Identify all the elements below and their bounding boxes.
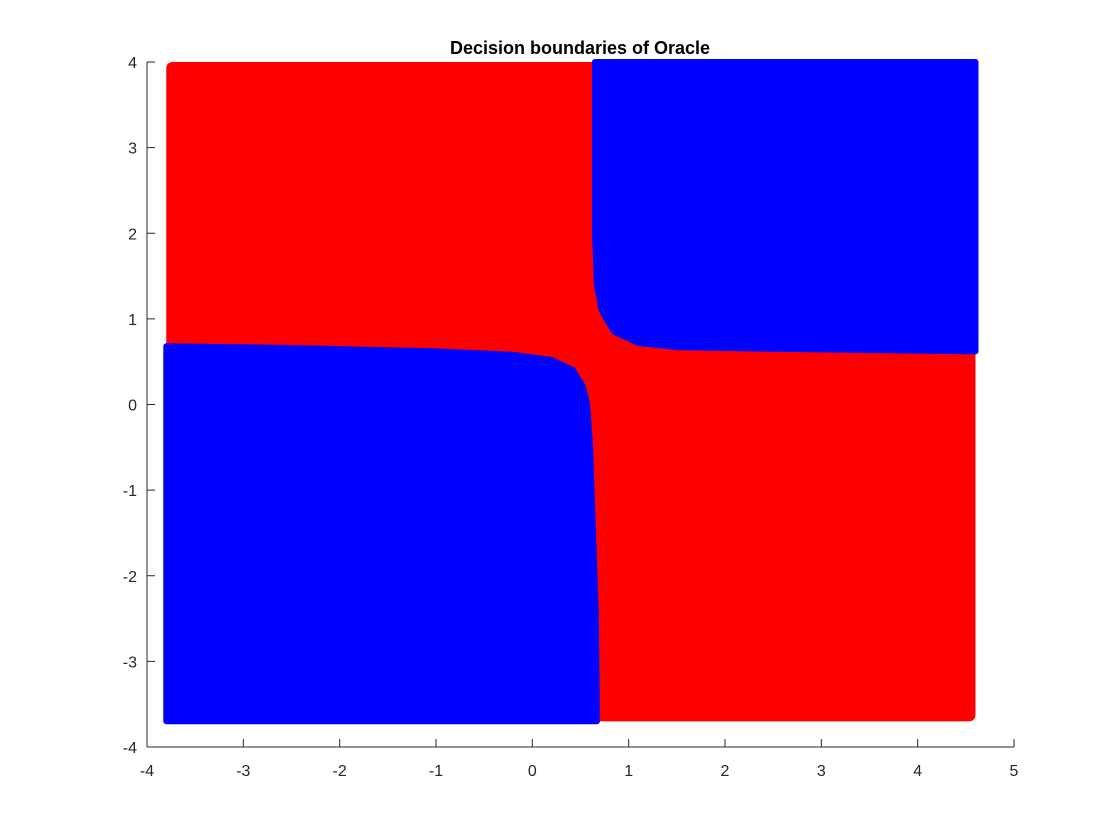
y-tick-label: 1 <box>128 312 137 329</box>
x-tick-label: -4 <box>140 763 154 780</box>
region-blue-1 <box>592 59 979 355</box>
x-tick-label: 1 <box>624 763 633 780</box>
y-tick-label: 3 <box>128 141 137 158</box>
y-tick-label: -4 <box>123 740 137 757</box>
region-blue-2 <box>163 343 600 725</box>
x-tick-label: 5 <box>1010 763 1019 780</box>
x-tick-label: 0 <box>528 763 537 780</box>
y-tick-label: 0 <box>128 398 137 415</box>
chart-title: Decision boundaries of Oracle <box>450 38 710 58</box>
x-tick-label: 2 <box>721 763 730 780</box>
y-tick-label: -1 <box>123 483 137 500</box>
y-tick-label: 4 <box>128 55 137 72</box>
x-tick-label: -3 <box>236 763 250 780</box>
x-tick-label: -2 <box>333 763 347 780</box>
y-tick-label: -3 <box>123 654 137 671</box>
x-tick-label: 3 <box>817 763 826 780</box>
y-tick-label: 2 <box>128 226 137 243</box>
y-tick-label: -2 <box>123 569 137 586</box>
x-tick-label: -1 <box>429 763 443 780</box>
x-tick-label: 4 <box>913 763 922 780</box>
